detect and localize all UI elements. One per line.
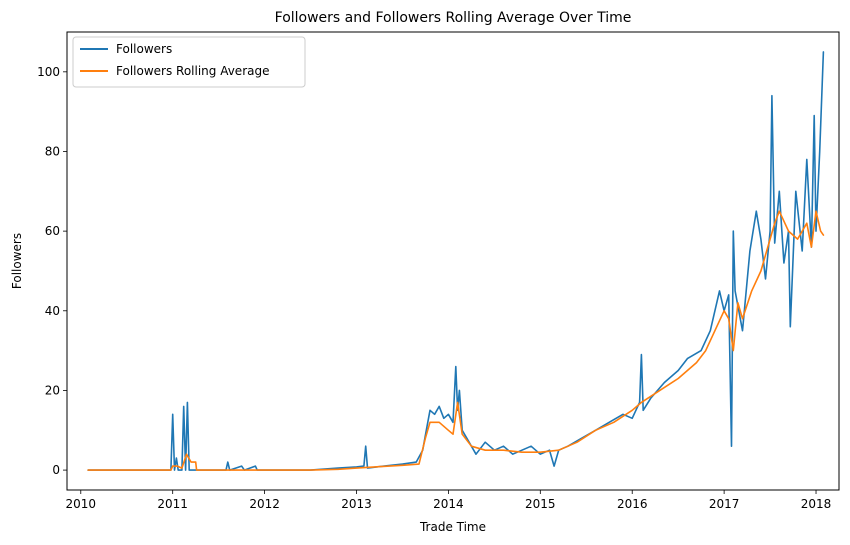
- y-axis-label: Followers: [10, 233, 24, 289]
- legend-label-followers: Followers: [116, 42, 172, 56]
- x-axis: 2010 2011 2012 2013 2014 2015 2016 2017 2018: [66, 490, 832, 511]
- x-tick-label: 2018: [801, 497, 832, 511]
- legend: Followers Followers Rolling Average: [72, 36, 306, 88]
- y-tick-label: 40: [45, 304, 60, 318]
- x-tick-label: 2014: [433, 497, 464, 511]
- y-tick-label: 20: [45, 383, 60, 397]
- y-tick-label: 80: [45, 144, 60, 158]
- legend-box: [72, 36, 306, 88]
- x-tick-label: 2017: [709, 497, 740, 511]
- x-tick-label: 2011: [157, 497, 188, 511]
- y-tick-label: 0: [52, 463, 60, 477]
- x-tick-label: 2013: [341, 497, 372, 511]
- x-tick-label: 2010: [66, 497, 97, 511]
- y-tick-label: 60: [45, 224, 60, 238]
- series-layer: [87, 51, 825, 471]
- x-axis-label: Trade Time: [419, 520, 486, 534]
- plot-frame: [66, 31, 840, 491]
- series-line-rolling-average: [87, 210, 825, 471]
- x-tick-label: 2012: [249, 497, 280, 511]
- x-tick-label: 2016: [617, 497, 648, 511]
- legend-label-rolling-average: Followers Rolling Average: [116, 64, 269, 78]
- x-tick-label: 2015: [525, 497, 556, 511]
- y-axis: 0 20 40 60 80 100: [37, 65, 67, 477]
- series-line-followers: [87, 51, 825, 471]
- y-tick-label: 100: [37, 65, 60, 79]
- chart-title: Followers and Followers Rolling Average …: [275, 10, 632, 26]
